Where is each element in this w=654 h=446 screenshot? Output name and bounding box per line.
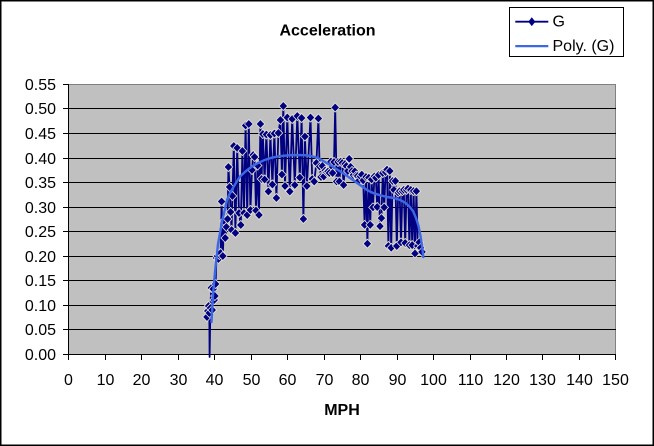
svg-text:0.25: 0.25 — [25, 224, 56, 241]
svg-text:Poly. (G): Poly. (G) — [553, 38, 615, 55]
svg-text:0: 0 — [64, 372, 73, 389]
svg-text:0.15: 0.15 — [25, 273, 56, 290]
svg-text:150: 150 — [602, 372, 629, 389]
svg-text:0.35: 0.35 — [25, 175, 56, 192]
svg-text:30: 30 — [170, 372, 188, 389]
svg-text:0.10: 0.10 — [25, 298, 56, 315]
svg-text:0.05: 0.05 — [25, 322, 56, 339]
svg-text:MPH: MPH — [324, 402, 360, 419]
svg-text:0.45: 0.45 — [25, 126, 56, 143]
svg-text:100: 100 — [420, 372, 447, 389]
svg-text:110: 110 — [458, 372, 484, 389]
svg-text:0.50: 0.50 — [25, 101, 56, 118]
svg-text:0.40: 0.40 — [25, 151, 56, 168]
svg-text:10: 10 — [97, 372, 115, 389]
svg-text:0.55: 0.55 — [25, 77, 56, 94]
svg-text:Acceleration: Acceleration — [279, 23, 375, 40]
svg-text:140: 140 — [566, 372, 593, 389]
svg-text:0.00: 0.00 — [25, 347, 56, 364]
svg-text:120: 120 — [493, 372, 520, 389]
svg-text:60: 60 — [279, 372, 297, 389]
svg-text:0.20: 0.20 — [25, 249, 56, 266]
svg-text:0.30: 0.30 — [25, 200, 56, 217]
svg-text:130: 130 — [529, 372, 556, 389]
svg-text:50: 50 — [243, 372, 261, 389]
svg-text:40: 40 — [206, 372, 224, 389]
svg-text:G: G — [553, 14, 565, 31]
svg-text:20: 20 — [133, 372, 151, 389]
svg-text:80: 80 — [352, 372, 370, 389]
svg-text:70: 70 — [316, 372, 334, 389]
svg-text:90: 90 — [389, 372, 407, 389]
